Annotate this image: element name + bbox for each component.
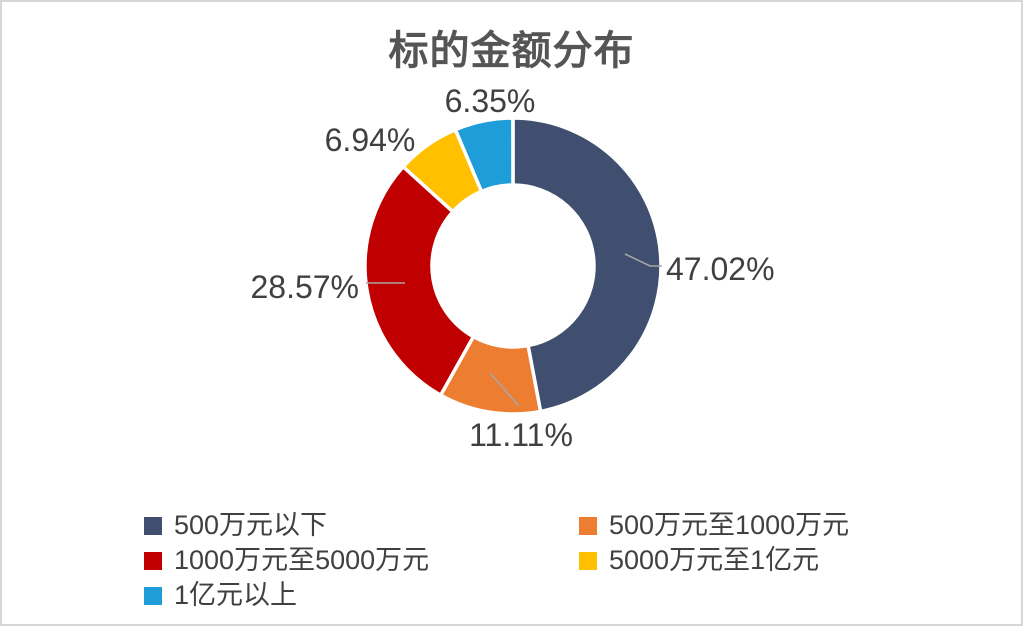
- donut-slice-2[interactable]: [363, 164, 476, 397]
- legend-swatch-icon: [579, 516, 597, 535]
- value-label-4: 6.35%: [445, 83, 536, 119]
- legend-item-5000w-to-1y[interactable]: 5000万元至1亿元: [579, 547, 849, 574]
- leader-line-1: [489, 372, 520, 407]
- legend-swatch-icon: [144, 516, 162, 535]
- legend-item-1000w-to-5000w[interactable]: 1000万元至5000万元: [144, 547, 579, 574]
- legend-label: 5000万元至1亿元: [609, 545, 820, 575]
- donut-slice-0[interactable]: [511, 116, 663, 414]
- legend: 500万元以下 500万元至1000万元 1000万元至5000万元 5000万…: [144, 508, 849, 613]
- legend-item-500w-to-1000w[interactable]: 500万元至1000万元: [579, 512, 849, 539]
- value-label-2: 28.57%: [250, 269, 359, 305]
- legend-swatch-icon: [144, 586, 162, 605]
- legend-swatch-icon: [144, 551, 162, 570]
- legend-label: 1亿元以上: [174, 580, 298, 610]
- donut-slice-4[interactable]: [453, 116, 515, 194]
- legend-label: 500万元至1000万元: [609, 510, 850, 540]
- legend-label: 1000万元至5000万元: [174, 545, 430, 575]
- value-label-0: 47.02%: [666, 251, 775, 287]
- value-label-1: 11.11%: [469, 417, 573, 453]
- chart-title: 标的金额分布: [388, 29, 635, 73]
- legend-item-under-500w[interactable]: 500万元以下: [144, 512, 579, 539]
- legend-swatch-icon: [579, 551, 597, 570]
- legend-label: 500万元以下: [174, 510, 328, 540]
- legend-item-over-1y[interactable]: 1亿元以上: [144, 582, 579, 609]
- value-label-3: 6.94%: [325, 122, 416, 158]
- leader-line-0: [624, 253, 662, 267]
